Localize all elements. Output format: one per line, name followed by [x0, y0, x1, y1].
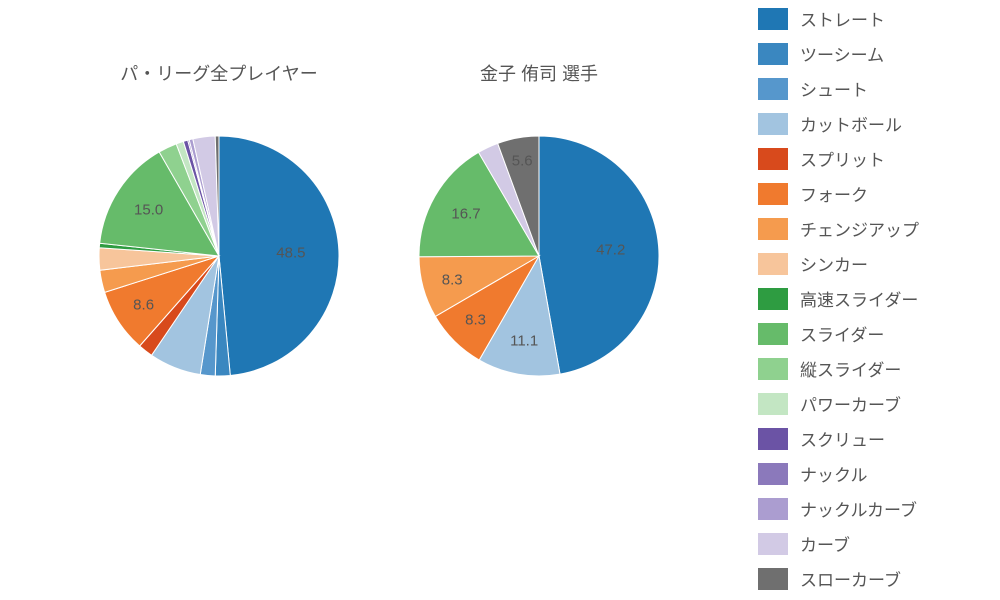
legend-row-changeup: チェンジアップ — [758, 216, 988, 241]
legend-label: カットボール — [800, 111, 902, 136]
legend-swatch — [758, 533, 788, 555]
legend-label: フォーク — [800, 181, 868, 206]
legend-label: ツーシーム — [800, 41, 884, 66]
legend-swatch — [758, 113, 788, 135]
legend-swatch — [758, 288, 788, 310]
legend-label: 縦スライダー — [800, 356, 901, 381]
slice-label-cutball: 11.1 — [510, 333, 538, 350]
slice-label-fork: 8.3 — [465, 311, 486, 328]
legend-row-shoot: シュート — [758, 76, 988, 101]
legend-row-cutball: カットボール — [758, 111, 988, 136]
charts-area: パ・リーグ全プレイヤー 48.5 8.6 15.0 金子 侑司 選手 47.2 11.… — [0, 0, 758, 600]
legend-swatch — [758, 393, 788, 415]
legend-label: ナックル — [800, 461, 868, 486]
legend-row-two_seam: ツーシーム — [758, 41, 988, 66]
legend-row-fast_slider: 高速スライダー — [758, 286, 988, 311]
legend-row-curve: カーブ — [758, 531, 988, 556]
legend-swatch — [758, 43, 788, 65]
legend-label: スローカーブ — [800, 566, 901, 591]
slice-label-straight: 48.5 — [276, 244, 305, 261]
legend-row-v_slider: 縦スライダー — [758, 356, 988, 381]
legend-label: シュート — [800, 76, 868, 101]
chart-league-title: パ・リーグ全プレイヤー — [120, 60, 317, 86]
legend-label: スライダー — [800, 321, 884, 346]
legend-label: 高速スライダー — [800, 286, 918, 311]
legend-row-straight: ストレート — [758, 6, 988, 31]
legend-label: ストレート — [800, 6, 885, 31]
legend-swatch — [758, 428, 788, 450]
legend-row-screw: スクリュー — [758, 426, 988, 451]
legend-swatch — [758, 323, 788, 345]
legend-label: ナックルカーブ — [800, 496, 917, 521]
legend-swatch — [758, 78, 788, 100]
legend-label: パワーカーブ — [800, 391, 901, 416]
slice-label-changeup: 8.3 — [442, 271, 463, 288]
legend-swatch — [758, 568, 788, 590]
chart-player: 金子 侑司 選手 47.2 11.1 8.3 8.3 16.7 5.6 — [409, 60, 669, 386]
legend-row-fork: フォーク — [758, 181, 988, 206]
chart-player-title: 金子 侑司 選手 — [480, 60, 598, 86]
legend-swatch — [758, 218, 788, 240]
slice-label-straight: 47.2 — [596, 241, 625, 258]
legend-row-slider: スライダー — [758, 321, 988, 346]
chart-container: パ・リーグ全プレイヤー 48.5 8.6 15.0 金子 侑司 選手 47.2 11.… — [0, 0, 1000, 600]
legend-row-sinker: シンカー — [758, 251, 988, 276]
legend-swatch — [758, 8, 788, 30]
legend-label: スクリュー — [800, 426, 885, 451]
chart-league: パ・リーグ全プレイヤー 48.5 8.6 15.0 — [89, 60, 349, 386]
slice-label-slider: 15.0 — [134, 202, 163, 219]
legend-row-knuckle: ナックル — [758, 461, 988, 486]
slice-label-fork: 8.6 — [133, 297, 154, 314]
legend-row-slow_curve: スローカーブ — [758, 566, 988, 591]
legend-swatch — [758, 358, 788, 380]
legend-row-knuckle_curve: ナックルカーブ — [758, 496, 988, 521]
legend-row-power_curve: パワーカーブ — [758, 391, 988, 416]
slice-label-slider: 16.7 — [451, 206, 480, 223]
legend-swatch — [758, 253, 788, 275]
legend-row-split: スプリット — [758, 146, 988, 171]
chart-player-pie: 47.2 11.1 8.3 8.3 16.7 5.6 — [409, 126, 669, 386]
legend-swatch — [758, 148, 788, 170]
legend-label: シンカー — [800, 251, 868, 276]
legend-swatch — [758, 183, 788, 205]
legend-swatch — [758, 463, 788, 485]
slice-label-slow_curve: 5.6 — [512, 153, 533, 170]
legend-swatch — [758, 498, 788, 520]
legend-label: チェンジアップ — [800, 216, 919, 241]
chart-league-pie: 48.5 8.6 15.0 — [89, 126, 349, 386]
legend-label: カーブ — [800, 531, 850, 556]
legend: ストレートツーシームシュートカットボールスプリットフォークチェンジアップシンカー… — [758, 0, 1000, 600]
legend-label: スプリット — [800, 146, 885, 171]
